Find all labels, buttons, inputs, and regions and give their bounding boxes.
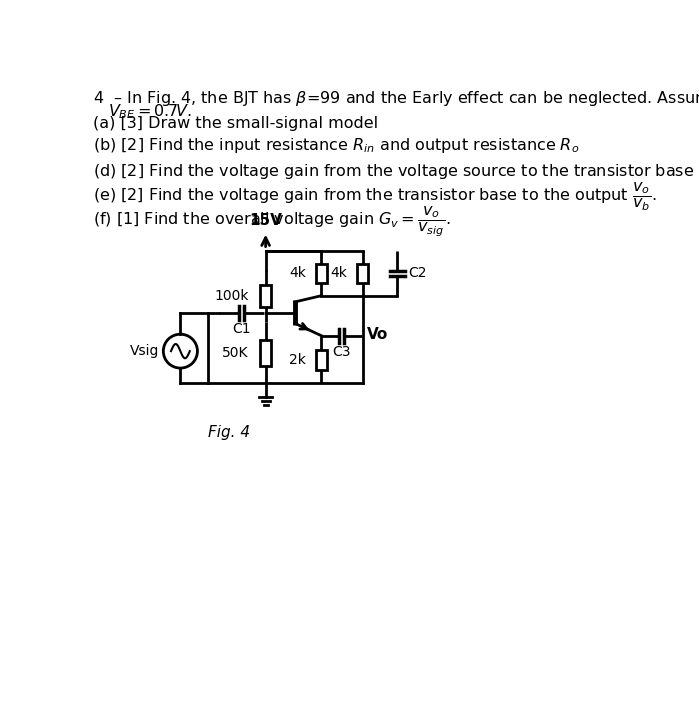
Bar bbox=[316, 349, 327, 370]
Text: (d) [2] Find the voltage gain from the voltage source to the transistor base $\d: (d) [2] Find the voltage gain from the v… bbox=[93, 156, 699, 191]
Bar bbox=[260, 285, 271, 306]
Text: (a) [3] Draw the small-signal model: (a) [3] Draw the small-signal model bbox=[93, 116, 378, 131]
Text: 50K: 50K bbox=[222, 346, 249, 359]
Text: $V_{BE} = 0.7V$.: $V_{BE} = 0.7V$. bbox=[108, 102, 192, 121]
Text: C2: C2 bbox=[408, 266, 426, 280]
Text: Vo: Vo bbox=[367, 328, 389, 342]
Text: (b) [2] Find the input resistance $R_{in}$ and output resistance $R_o$: (b) [2] Find the input resistance $R_{in… bbox=[93, 136, 579, 155]
Bar bbox=[316, 264, 327, 282]
Bar bbox=[260, 340, 271, 366]
Text: Fig. 4: Fig. 4 bbox=[208, 425, 250, 440]
Text: 15V: 15V bbox=[249, 213, 282, 228]
Text: (f) [1] Find the overall voltage gain $G_v = \dfrac{v_o}{v_{sig}}$.: (f) [1] Find the overall voltage gain $G… bbox=[93, 205, 451, 239]
Text: 100k: 100k bbox=[214, 289, 249, 303]
Text: (e) [2] Find the voltage gain from the transistor base to the output $\dfrac{v_o: (e) [2] Find the voltage gain from the t… bbox=[93, 181, 656, 213]
Text: Vsig: Vsig bbox=[130, 344, 159, 358]
Text: C1: C1 bbox=[232, 322, 251, 336]
Text: C3: C3 bbox=[332, 345, 351, 359]
Text: 4k: 4k bbox=[289, 266, 306, 280]
Bar bbox=[357, 264, 368, 282]
Text: 4  – In Fig. 4, the BJT has $\beta$=99 and the Early effect can be neglected. As: 4 – In Fig. 4, the BJT has $\beta$=99 an… bbox=[93, 90, 699, 108]
Text: 4k: 4k bbox=[330, 266, 347, 280]
Text: 2k: 2k bbox=[289, 352, 306, 366]
